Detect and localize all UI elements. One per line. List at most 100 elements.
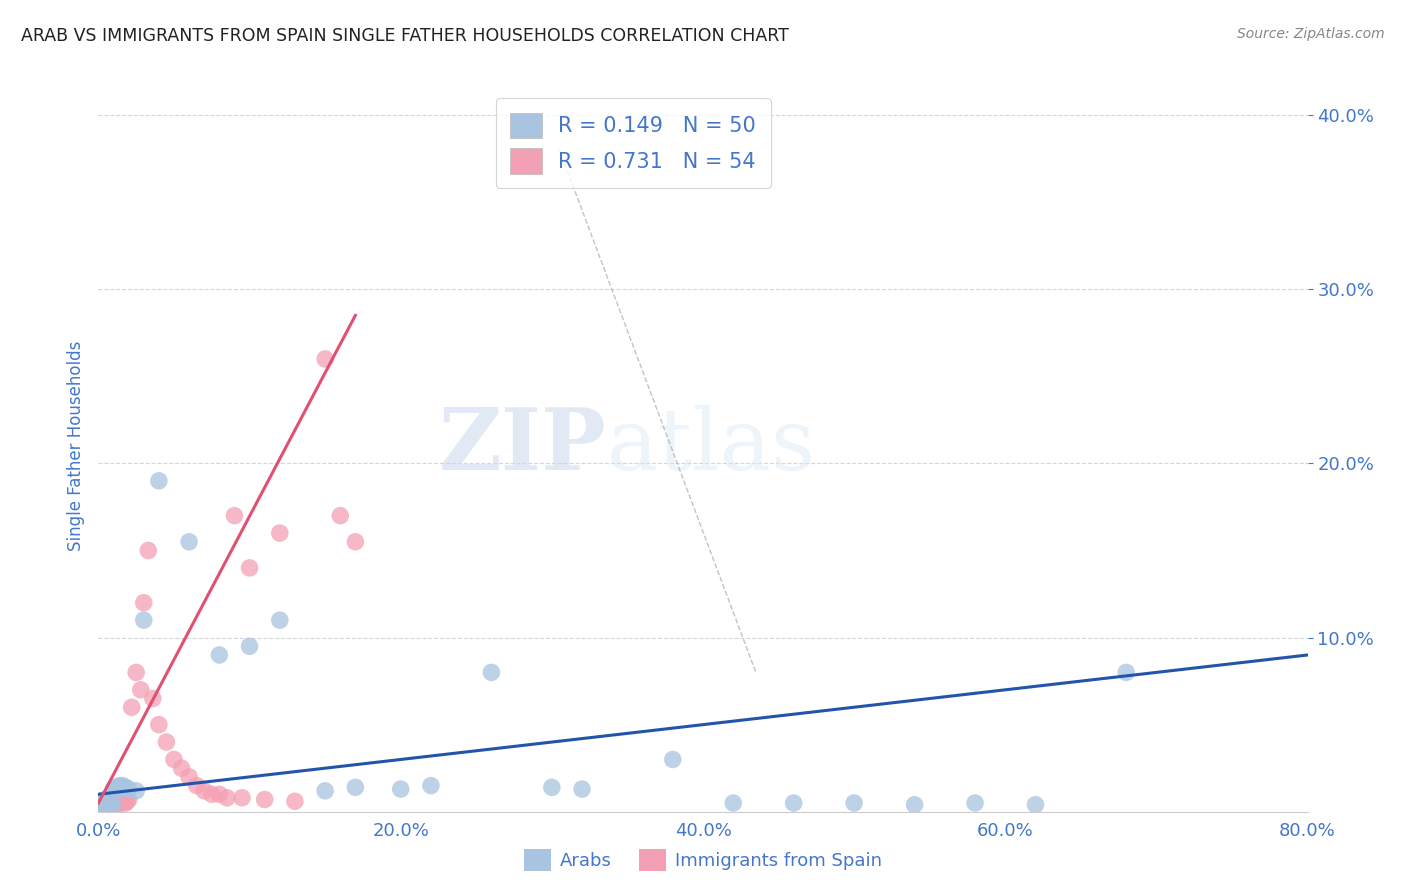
Point (661, 752, 683, 766)
Point (314, 351, 336, 366)
Point (98, 796, 121, 810)
Point (148, 717, 170, 731)
Point (125, 784, 148, 798)
Point (100, 797, 122, 812)
Point (208, 787, 231, 801)
Point (540, 780, 562, 795)
Point (231, 790, 253, 805)
Point (93, 797, 115, 812)
Point (89, 797, 111, 812)
Point (224, 508, 246, 523)
Point (94, 797, 117, 812)
Point (163, 752, 186, 766)
Point (100, 796, 122, 810)
Point (723, 796, 745, 810)
Point (94, 796, 117, 810)
Point (103, 796, 125, 810)
Point (101, 797, 124, 812)
Point (844, 796, 866, 810)
Point (96, 796, 118, 810)
Point (90, 794, 112, 808)
Point (101, 796, 124, 810)
Point (93, 797, 115, 812)
Point (179, 770, 201, 784)
Point (107, 780, 129, 795)
Y-axis label: Single Father Households: Single Father Households (66, 341, 84, 551)
Point (98, 797, 121, 812)
Point (783, 796, 806, 810)
Point (239, 561, 262, 575)
Point (103, 782, 125, 797)
Point (904, 797, 927, 812)
Point (96, 797, 118, 812)
Point (108, 796, 131, 810)
Point (104, 780, 127, 795)
Point (215, 790, 238, 805)
Point (91, 796, 114, 810)
Point (98, 797, 121, 812)
Point (284, 794, 307, 808)
Point (170, 761, 193, 775)
Point (91, 796, 114, 810)
Point (269, 526, 291, 541)
Point (91, 799, 114, 814)
Point (132, 596, 155, 610)
Point (118, 792, 141, 806)
Point (142, 691, 165, 706)
Point (965, 796, 987, 810)
Point (90, 797, 112, 812)
Point (94, 797, 117, 812)
Point (101, 796, 124, 810)
Text: Source: ZipAtlas.com: Source: ZipAtlas.com (1237, 27, 1385, 41)
Point (89, 796, 111, 810)
Point (129, 682, 152, 697)
Point (121, 700, 143, 714)
Point (105, 797, 128, 812)
Point (94, 796, 117, 810)
Point (105, 782, 128, 797)
Point (107, 794, 129, 808)
Point (100, 796, 122, 810)
Point (201, 787, 224, 801)
Point (179, 534, 201, 549)
Point (344, 534, 367, 549)
Point (96, 796, 118, 810)
Point (329, 508, 352, 523)
Point (108, 779, 131, 793)
Legend: Arabs, Immigrants from Spain: Arabs, Immigrants from Spain (516, 842, 890, 879)
Point (112, 794, 135, 808)
Point (110, 782, 132, 797)
Point (1115, 665, 1137, 680)
Point (125, 665, 148, 680)
Point (314, 784, 336, 798)
Point (100, 794, 122, 808)
Point (208, 648, 231, 662)
Point (103, 794, 125, 808)
Text: ARAB VS IMMIGRANTS FROM SPAIN SINGLE FATHER HOUSEHOLDS CORRELATION CHART: ARAB VS IMMIGRANTS FROM SPAIN SINGLE FAT… (21, 27, 789, 45)
Point (111, 796, 134, 810)
Point (155, 735, 177, 749)
Point (193, 784, 215, 798)
Point (344, 780, 367, 795)
Point (93, 794, 115, 808)
Point (91, 799, 114, 814)
Point (269, 613, 291, 627)
Point (104, 796, 127, 810)
Point (98, 794, 121, 808)
Text: ZIP: ZIP (439, 404, 606, 488)
Point (481, 665, 503, 680)
Point (114, 796, 136, 810)
Point (186, 779, 208, 793)
Point (93, 794, 115, 808)
Point (420, 779, 443, 793)
Point (114, 780, 136, 795)
Point (96, 794, 118, 808)
Text: atlas: atlas (606, 404, 815, 488)
Point (90, 799, 112, 814)
Point (253, 792, 276, 806)
Point (148, 474, 170, 488)
Point (571, 782, 593, 797)
Point (1024, 797, 1046, 812)
Point (389, 782, 412, 797)
Point (239, 640, 262, 654)
